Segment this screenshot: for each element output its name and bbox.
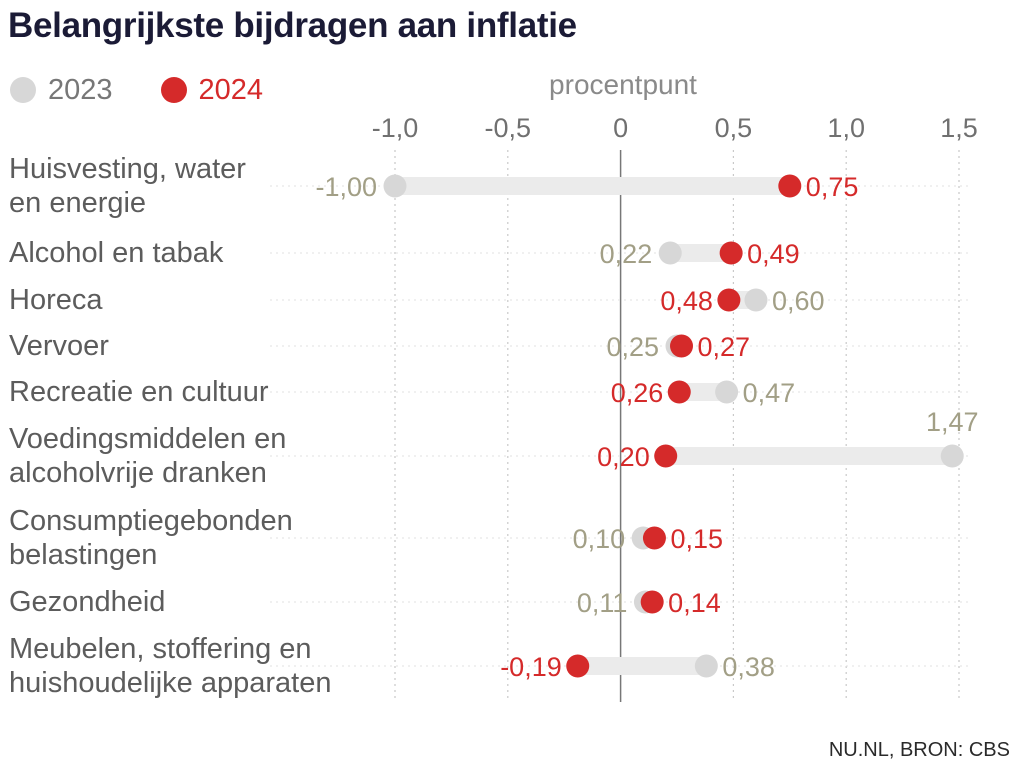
legend: 2023 2024	[10, 70, 311, 110]
category-label: belastingen	[9, 539, 157, 571]
category-label: Gezondheid	[9, 586, 165, 618]
point-2023	[715, 380, 739, 404]
category-label: Vervoer	[9, 330, 109, 362]
category-label: Consumptiegebonden	[9, 505, 293, 537]
point-2024	[640, 590, 664, 614]
value-label-2024: 0,14	[668, 588, 721, 618]
chart-title: Belangrijkste bijdragen aan inflatie	[8, 6, 577, 45]
point-2023	[940, 444, 964, 468]
point-2024	[642, 526, 666, 550]
value-label-2024: 0,49	[747, 239, 800, 269]
point-2024	[566, 654, 590, 678]
value-label-2024: 0,15	[670, 524, 723, 554]
legend-swatch-2023	[10, 77, 36, 103]
point-2023	[658, 241, 682, 265]
value-label-2023: 0,60	[772, 286, 825, 316]
point-2024	[717, 288, 741, 312]
point-2024	[654, 444, 678, 468]
category-label: alcoholvrije dranken	[9, 457, 267, 489]
x-tick-label: 1,0	[827, 113, 865, 143]
point-2023	[694, 654, 718, 678]
value-label-2023: 0,38	[722, 652, 775, 682]
x-tick-label: 0,5	[715, 113, 753, 143]
value-label-2024: 0,20	[597, 442, 650, 472]
point-2024	[719, 241, 743, 265]
value-label-2024: 0,26	[611, 378, 664, 408]
legend-item-2023: 2023	[10, 74, 113, 107]
value-label-2024: 0,75	[806, 172, 859, 202]
point-2023	[744, 288, 768, 312]
value-label-2024: 0,27	[698, 332, 751, 362]
value-label-2023: -1,00	[315, 172, 377, 202]
x-tick-label: -0,5	[485, 113, 532, 143]
x-tick-label: 1,5	[940, 113, 978, 143]
category-label: Recreatie en cultuur	[9, 376, 269, 408]
value-label-2024: -0,19	[500, 652, 562, 682]
legend-item-2024: 2024	[160, 73, 264, 107]
category-label: Meubelen, stoffering en	[9, 633, 312, 665]
x-axis-label: procentpunt	[549, 69, 697, 100]
value-label-2023: 1,47	[926, 407, 979, 437]
legend-label-2023: 2023	[48, 73, 113, 106]
value-label-2023: 0,22	[600, 239, 653, 269]
point-2023	[383, 174, 407, 198]
category-label: Horeca	[9, 284, 103, 316]
value-label-2023: 0,25	[606, 332, 659, 362]
value-label-2023: 0,11	[577, 588, 628, 618]
category-label: huishoudelijke apparaten	[9, 667, 331, 699]
category-label: Voedingsmiddelen en	[9, 423, 286, 455]
x-tick-label: 0	[613, 113, 628, 143]
category-label: Huisvesting, water	[9, 153, 246, 185]
x-tick-label: -1,0	[372, 113, 419, 143]
value-label-2023: 0,10	[573, 524, 626, 554]
value-label-2023: 0,47	[743, 378, 796, 408]
point-2024	[670, 334, 694, 358]
legend-label-2024: 2024	[198, 73, 264, 106]
category-label: Alcohol en tabak	[9, 237, 224, 269]
point-2024	[667, 380, 691, 404]
category-label: en energie	[9, 187, 146, 219]
point-2024	[778, 174, 802, 198]
legend-swatch-2024	[160, 77, 187, 103]
value-label-2024: 0,48	[660, 286, 713, 316]
source-credit: NU.NL, BRON: CBS	[828, 739, 1010, 761]
